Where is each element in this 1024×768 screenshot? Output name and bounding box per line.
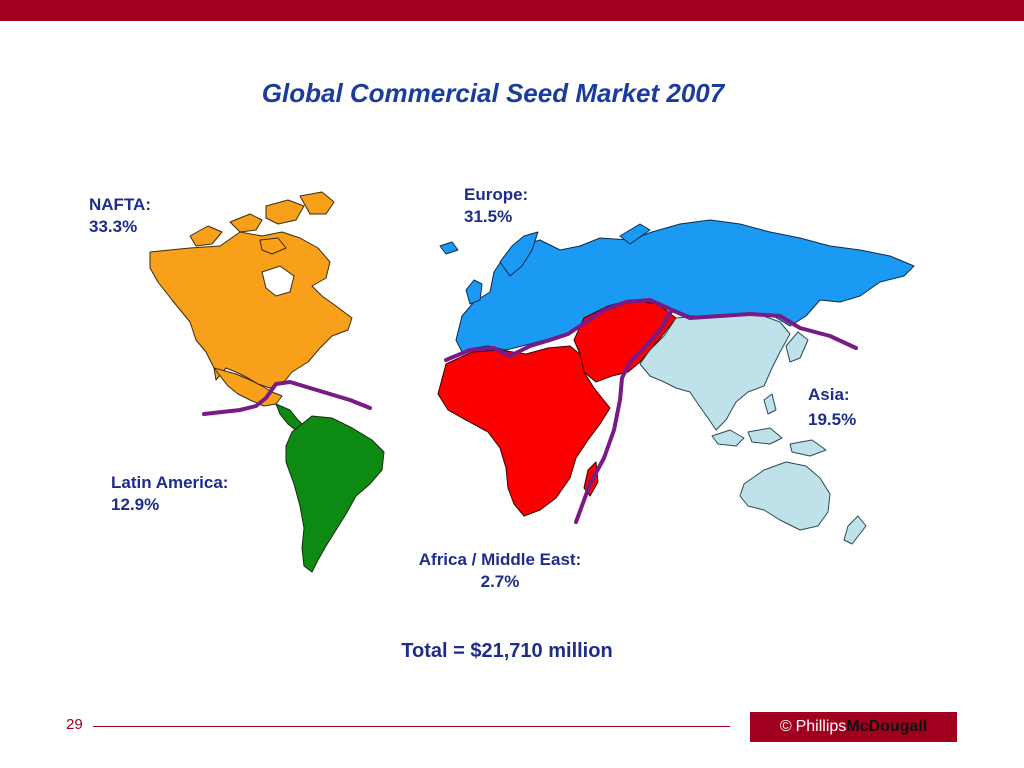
footer-divider <box>93 726 730 727</box>
nafta-arctic-islands-1 <box>229 213 263 233</box>
asia-australia <box>739 461 831 531</box>
europe-scandinavia <box>499 231 539 277</box>
africa-middle-east-name: Africa / Middle East: <box>418 550 582 569</box>
europe-iceland <box>439 241 459 255</box>
europe-name: Europe: <box>464 185 529 204</box>
africa-middle-east-region <box>437 299 677 517</box>
latin-america-name: Latin America: <box>111 473 229 492</box>
europe-region <box>439 219 915 353</box>
brand-name-first: Phillips <box>795 718 847 735</box>
boundary-africa-asia <box>574 308 674 524</box>
nafta-arctic-islands-4 <box>189 225 223 247</box>
africa-mainland <box>437 345 611 517</box>
boundary-europe-africa <box>444 298 858 362</box>
region-boundaries <box>202 298 858 524</box>
nafta-arctic-islands-5 <box>259 237 287 255</box>
copyright-symbol: © <box>779 718 792 735</box>
hudson-bay <box>261 265 295 297</box>
asia-share: 19.5% <box>808 410 857 429</box>
nafta-share: 33.3% <box>89 217 138 236</box>
latin-america-label: Latin America: 12.9% <box>111 472 228 516</box>
europe-share: 31.5% <box>464 207 513 226</box>
brand-name-second: McDougall <box>846 718 928 735</box>
asia-region <box>639 313 867 545</box>
africa-middle-east-share: 2.7% <box>480 572 520 591</box>
page-number: 29 <box>66 716 83 733</box>
asia-new-guinea <box>789 439 827 457</box>
nafta-region <box>149 191 353 407</box>
nafta-mainland <box>149 231 353 389</box>
top-accent-bar <box>0 0 1024 21</box>
latin-america-south <box>285 415 385 573</box>
asia-philippines <box>763 393 777 415</box>
nafta-arctic-islands-2 <box>265 199 305 225</box>
nafta-label: NAFTA: 33.3% <box>89 194 151 238</box>
asia-label: Asia: 19.5% <box>808 384 856 431</box>
asia-indonesia-2 <box>747 427 783 445</box>
africa-middle-east-label: Africa / Middle East: 2.7% <box>400 549 600 593</box>
europe-novaya <box>619 223 651 245</box>
europe-uk <box>465 279 483 305</box>
boundary-americas <box>202 380 372 416</box>
nafta-arctic-islands-3 <box>299 191 335 215</box>
latin-america-share: 12.9% <box>111 495 160 514</box>
nafta-name: NAFTA: <box>89 195 151 214</box>
market-total: Total = $21,710 million <box>401 640 613 662</box>
europe-label: Europe: 31.5% <box>464 184 528 228</box>
brand-logo: © Phillips McDougall <box>750 712 957 742</box>
asia-japan <box>785 331 809 363</box>
asia-new-zealand <box>843 515 867 545</box>
slide-title: Global Commercial Seed Market 2007 <box>261 78 725 108</box>
asia-name: Asia: <box>808 385 850 404</box>
asia-indonesia-1 <box>711 429 745 447</box>
